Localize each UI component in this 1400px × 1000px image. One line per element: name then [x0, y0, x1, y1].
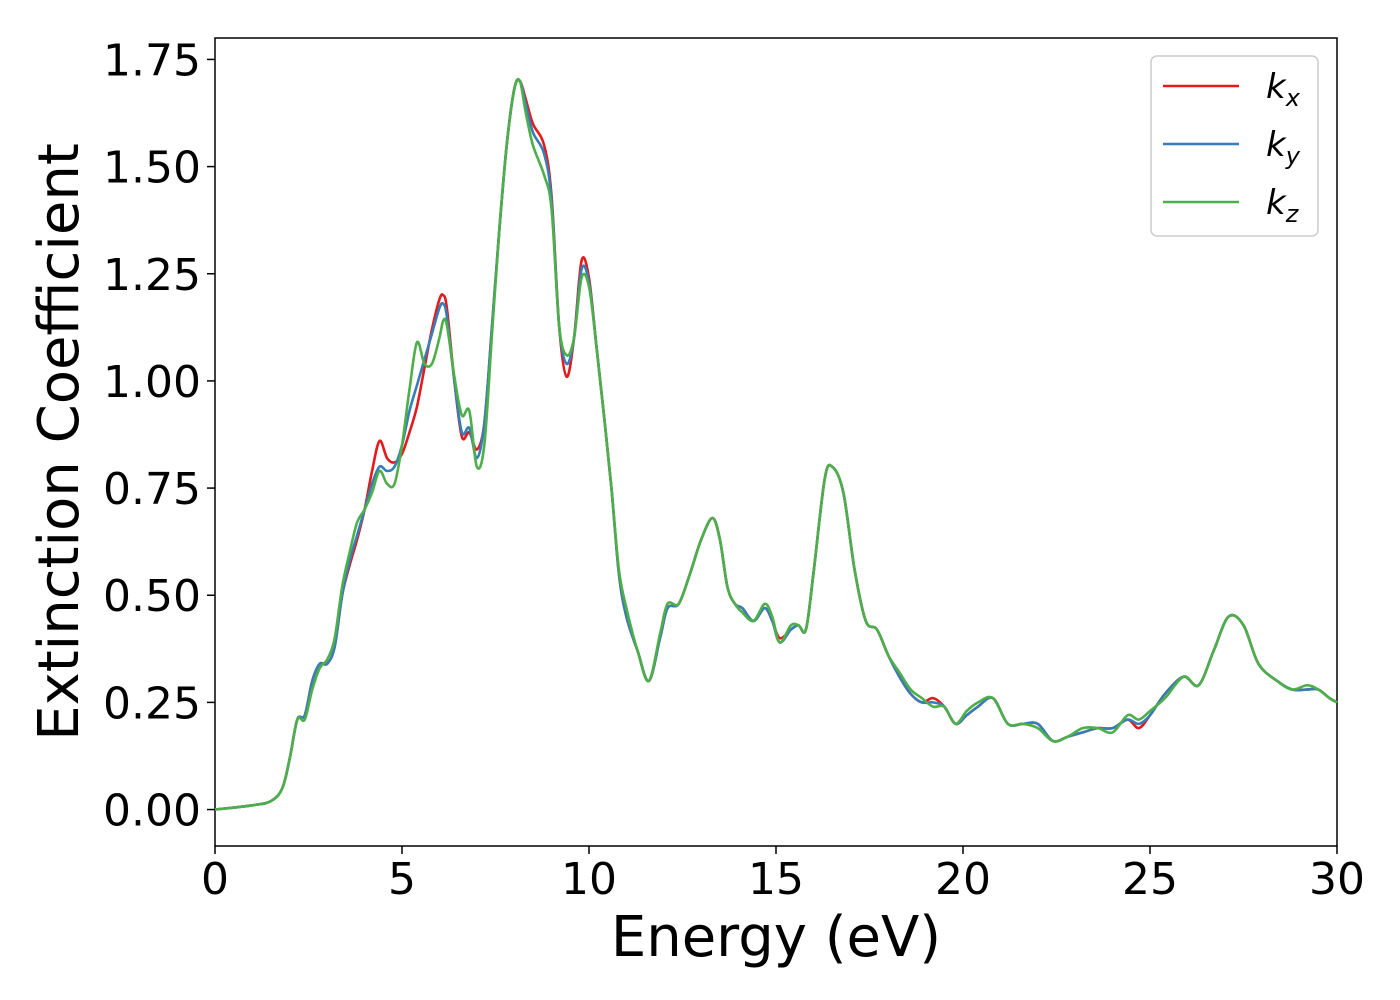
x-axis: 0 5 10 15 20 25 30 [201, 846, 1365, 905]
y-tick-label: 0.00 [103, 786, 201, 837]
legend-box [1150, 55, 1319, 237]
x-tick-label: 5 [388, 854, 416, 905]
y-tick-label: 1.25 [103, 250, 201, 301]
y-tick-label: 0.75 [103, 464, 201, 515]
series-lines [214, 77, 1338, 811]
x-axis-label: Energy (eV) [611, 905, 941, 970]
y-axis: 0.00 0.25 0.50 0.75 1.00 1.25 1.50 1.75 [103, 35, 215, 837]
y-tick-label: 0.25 [103, 678, 201, 729]
x-tick-label: 0 [201, 854, 229, 905]
y-axis-label: Extinction Coefficient [27, 143, 92, 741]
x-tick-label: 25 [1122, 854, 1178, 905]
y-tick-label: 0.50 [103, 571, 201, 622]
y-tick-label: 1.75 [103, 35, 201, 86]
x-tick-label: 20 [935, 854, 991, 905]
y-tick-label: 1.50 [103, 143, 201, 194]
series-line-kz [214, 77, 1338, 811]
x-tick-label: 15 [748, 854, 804, 905]
y-tick-label: 1.00 [103, 357, 201, 408]
x-tick-label: 30 [1309, 854, 1365, 905]
x-tick-label: 10 [561, 854, 617, 905]
